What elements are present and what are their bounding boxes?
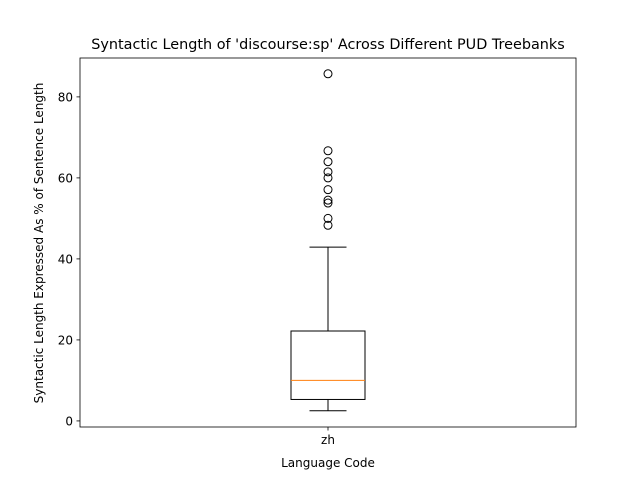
outlier-point <box>323 195 333 205</box>
y-tick-label: 20 <box>58 333 73 347</box>
outlier-point <box>323 146 333 156</box>
outlier-point <box>323 157 333 167</box>
x-axis-label: Language Code <box>281 456 375 470</box>
outlier-point <box>323 69 333 79</box>
y-axis-label: Syntactic Length Expressed As % of Sente… <box>32 83 46 404</box>
outlier-point <box>323 167 333 177</box>
chart-title: Syntactic Length of 'discourse:sp' Acros… <box>91 37 565 53</box>
outlier-point <box>323 173 333 183</box>
outlier-point <box>323 185 333 195</box>
y-tick-label: 80 <box>58 90 73 104</box>
outlier-point <box>323 198 333 208</box>
y-tick-label: 0 <box>65 414 73 428</box>
plot-frame <box>79 57 577 428</box>
x-tick-label: zh <box>321 433 335 447</box>
y-tick-label: 60 <box>58 171 73 185</box>
outlier-point <box>323 220 333 230</box>
y-tick-label: 40 <box>58 252 73 266</box>
outlier-point <box>323 213 333 223</box>
iqr-box <box>290 330 366 400</box>
